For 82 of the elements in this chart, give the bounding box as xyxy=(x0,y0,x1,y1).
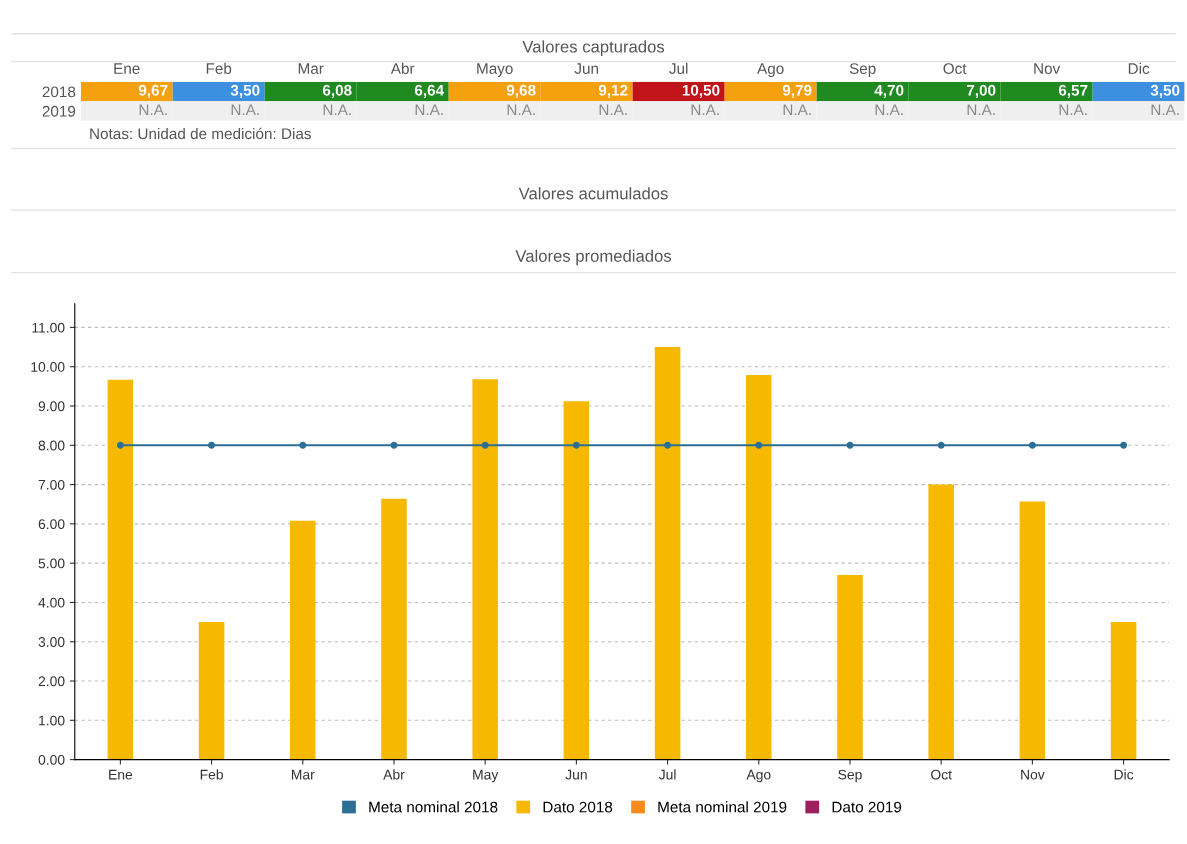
text: Valores acumulados xyxy=(518,187,668,200)
text: N.A. xyxy=(323,104,351,115)
category-label: Ene xyxy=(114,63,140,74)
text: N.A. xyxy=(1059,104,1087,115)
x-tick-label: Mar xyxy=(291,769,315,780)
y-tick-label: 6.00 xyxy=(38,519,65,530)
text: 9,79 xyxy=(782,84,812,98)
text: 4,70 xyxy=(874,84,904,98)
category-label: Feb xyxy=(206,62,232,74)
text: N.A. xyxy=(1151,104,1179,115)
text: N.A. xyxy=(875,104,903,115)
x-tick-label: Abr xyxy=(383,769,405,780)
bar xyxy=(746,374,772,760)
legend-label: Dato 2019 xyxy=(832,801,902,813)
text: N.A. xyxy=(967,104,995,115)
category-label: Mayo xyxy=(477,63,513,78)
bar xyxy=(198,622,225,760)
legend-label: Meta nominal 2019 xyxy=(658,801,787,813)
y-tick-label: 10.00 xyxy=(31,362,65,372)
legend-label: Meta nominal 2018 xyxy=(369,801,498,813)
text: 3,50 xyxy=(230,84,260,98)
bar xyxy=(1110,622,1137,760)
y-tick-label: 8.00 xyxy=(38,440,65,451)
x-tick-label: Ago xyxy=(746,769,771,783)
y-tick-label: 4.00 xyxy=(38,597,65,608)
bar xyxy=(928,484,954,760)
category-label: Sep xyxy=(849,63,876,78)
y-tick-label: 0.00 xyxy=(38,754,65,765)
text: N.A. xyxy=(415,104,443,115)
text: N.A. xyxy=(691,104,719,115)
text: 6,08 xyxy=(322,84,352,98)
text: 6,57 xyxy=(1058,84,1088,98)
bar xyxy=(107,379,134,760)
text: Notas: Unidad de medición: Dias xyxy=(90,127,311,140)
category-label: Dic xyxy=(1128,62,1150,74)
text: 9,12 xyxy=(598,84,628,98)
x-tick-label: May xyxy=(473,769,499,783)
bar xyxy=(837,574,863,760)
text: N.A. xyxy=(231,104,259,115)
y-tick-label: 3.00 xyxy=(38,637,65,647)
category-label: Jun xyxy=(574,63,598,74)
x-tick-label: Jun xyxy=(565,769,587,780)
bar xyxy=(381,498,407,760)
x-tick-label: Jul xyxy=(658,769,676,780)
text: N.A. xyxy=(139,104,167,115)
legend-label: Dato 2018 xyxy=(543,801,613,813)
category-label: Mar xyxy=(298,63,324,74)
x-tick-label: Feb xyxy=(200,769,223,780)
text: 9,68 xyxy=(506,84,536,98)
y-tick-label: 7.00 xyxy=(38,479,65,490)
x-tick-label: Ene xyxy=(109,769,133,780)
x-tick-label: Oct xyxy=(931,769,952,780)
bar xyxy=(1019,501,1046,760)
bar xyxy=(290,520,316,760)
bar xyxy=(563,401,590,760)
x-tick-label: Nov xyxy=(1021,769,1045,780)
text: N.A. xyxy=(783,104,811,115)
text: 9,67 xyxy=(138,84,168,98)
text: Valores capturados xyxy=(522,40,665,56)
x-tick-label: Dic xyxy=(1114,769,1134,780)
category-label: 2019 xyxy=(42,105,76,117)
y-tick-label: 9.00 xyxy=(38,401,65,412)
category-label: Jul xyxy=(669,62,688,74)
x-tick-label: Sep xyxy=(838,769,862,783)
text: N.A. xyxy=(507,104,535,115)
category-label: 2018 xyxy=(42,86,76,98)
category-label: Ago xyxy=(757,63,784,78)
y-tick-label: 11.00 xyxy=(32,322,65,333)
text: N.A. xyxy=(599,104,627,115)
category-label: Nov xyxy=(1034,63,1061,74)
y-tick-label: 1.00 xyxy=(39,715,65,726)
y-tick-label: 5.00 xyxy=(38,558,65,569)
category-label: Oct xyxy=(943,63,967,74)
text: 6,64 xyxy=(414,84,445,98)
bar xyxy=(472,379,498,760)
text: 3,50 xyxy=(1150,84,1180,98)
text: Valores promediados xyxy=(515,249,672,266)
category-label: Abr xyxy=(390,62,415,74)
text: 7,00 xyxy=(966,84,996,98)
text: 10,50 xyxy=(682,84,720,98)
y-tick-label: 2.00 xyxy=(38,676,65,687)
bar xyxy=(654,347,681,760)
